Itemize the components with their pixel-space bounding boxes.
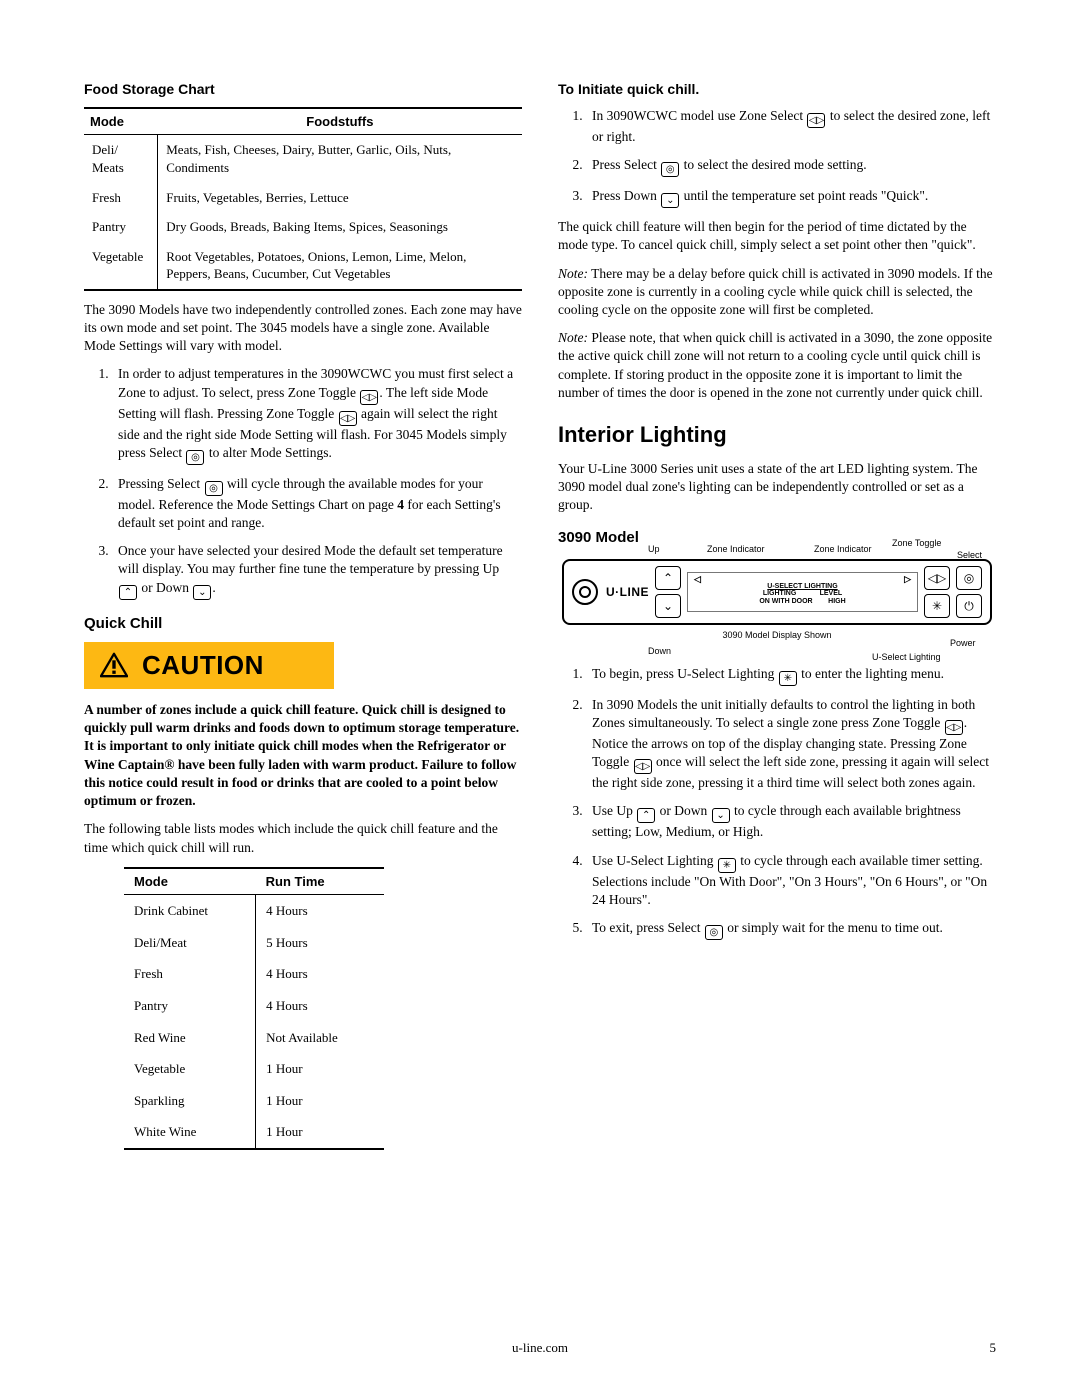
zone-toggle-icon: ◁▷ bbox=[360, 390, 378, 405]
note-1: Note: There may be a delay before quick … bbox=[558, 265, 996, 320]
table-row: Red WineNot Available bbox=[124, 1022, 384, 1054]
runtime-table: Mode Run Time Drink Cabinet4 Hours Deli/… bbox=[124, 867, 384, 1150]
down-icon: ⌄ bbox=[661, 193, 679, 208]
panel-up-button: ⌃ bbox=[655, 566, 681, 590]
uselect-lighting-icon: ✳ bbox=[779, 671, 797, 686]
interior-lighting-heading: Interior Lighting bbox=[558, 420, 996, 450]
caution-paragraph: A number of zones include a quick chill … bbox=[84, 701, 522, 810]
zone-toggle-icon: ◁▷ bbox=[634, 759, 652, 774]
zone-toggle-icon: ◁▷ bbox=[339, 411, 357, 426]
page-number: 5 bbox=[990, 1339, 997, 1357]
table-row: FreshFruits, Vegetables, Berries, Lettuc… bbox=[84, 183, 522, 213]
runtime-intro: The following table lists modes which in… bbox=[84, 820, 522, 856]
lighting-steps: To begin, press U-Select Lighting ✳ to e… bbox=[586, 665, 996, 940]
list-item: Pressing Select ◎ will cycle through the… bbox=[112, 475, 522, 532]
table-row: Fresh4 Hours bbox=[124, 958, 384, 990]
initiate-steps: In 3090WCWC model use Zone Select ◁▷ to … bbox=[586, 107, 996, 208]
table-row: VegetableRoot Vegetables, Potatoes, Onio… bbox=[84, 242, 522, 290]
panel-power-button: ⏻ bbox=[956, 594, 982, 618]
panel-select-button: ◎ bbox=[956, 566, 982, 590]
table-row: Drink Cabinet4 Hours bbox=[124, 895, 384, 927]
table-row: Deli/Meat5 Hours bbox=[124, 927, 384, 959]
quickchill-paragraph: The quick chill feature will then begin … bbox=[558, 218, 996, 254]
quick-chill-heading: Quick Chill bbox=[84, 614, 522, 634]
control-panel-diagram: Up Zone Indicator Zone Indicator Zone To… bbox=[562, 559, 992, 641]
table-row: Deli/ MeatsMeats, Fish, Cheeses, Dairy, … bbox=[84, 135, 522, 183]
list-item: Press Select ◎ to select the desired mod… bbox=[586, 156, 996, 177]
down-icon: ⌄ bbox=[193, 585, 211, 600]
select-icon: ◎ bbox=[705, 925, 723, 940]
display-arrow-right-icon: ▷ bbox=[904, 575, 911, 585]
list-item: In 3090 Models the unit initially defaul… bbox=[586, 696, 996, 793]
brand-label: U·LINE bbox=[606, 584, 649, 600]
zone-toggle-icon: ◁▷ bbox=[807, 113, 825, 128]
table-row: Pantry4 Hours bbox=[124, 990, 384, 1022]
food-th-mode: Mode bbox=[84, 108, 158, 135]
list-item: Once your have selected your desired Mod… bbox=[112, 542, 522, 599]
label-select: Select bbox=[957, 549, 982, 561]
panel-zone-toggle-button: ◁▷ bbox=[924, 566, 950, 590]
up-icon: ⌃ bbox=[637, 808, 655, 823]
list-item: Press Down ⌄ until the temperature set p… bbox=[586, 187, 996, 208]
select-icon: ◎ bbox=[205, 481, 223, 496]
display-arrow-left-icon: ◁ bbox=[694, 575, 701, 585]
food-storage-heading: Food Storage Chart bbox=[84, 80, 522, 99]
select-icon: ◎ bbox=[661, 162, 679, 177]
list-item: To begin, press U-Select Lighting ✳ to e… bbox=[586, 665, 996, 686]
panel-caption: 3090 Model Display Shown bbox=[562, 629, 992, 641]
select-icon: ◎ bbox=[186, 450, 204, 465]
label-up: Up bbox=[648, 543, 660, 555]
list-item: Use U-Select Lighting ✳ to cycle through… bbox=[586, 852, 996, 909]
list-item: To exit, press Select ◎ or simply wait f… bbox=[586, 919, 996, 940]
zone-toggle-icon: ◁▷ bbox=[945, 720, 963, 735]
down-icon: ⌄ bbox=[712, 808, 730, 823]
list-item: In 3090WCWC model use Zone Select ◁▷ to … bbox=[586, 107, 996, 146]
footer-url: u-line.com bbox=[0, 1339, 1080, 1357]
label-zone-indicator: Zone Indicator bbox=[707, 543, 765, 555]
zones-paragraph: The 3090 Models have two independently c… bbox=[84, 301, 522, 356]
panel-uselect-button: ✳ bbox=[924, 594, 950, 618]
up-icon: ⌃ bbox=[119, 585, 137, 600]
note-2: Note: Please note, that when quick chill… bbox=[558, 329, 996, 402]
label-zone-indicator: Zone Indicator bbox=[814, 543, 872, 555]
food-storage-table: Mode Foodstuffs Deli/ MeatsMeats, Fish, … bbox=[84, 107, 522, 291]
label-power: Power bbox=[950, 637, 976, 649]
label-zone-toggle: Zone Toggle bbox=[892, 537, 941, 549]
table-row: Sparkling1 Hour bbox=[124, 1085, 384, 1117]
temperature-steps: In order to adjust temperatures in the 3… bbox=[112, 365, 522, 599]
label-down: Down bbox=[648, 645, 671, 657]
uselect-lighting-icon: ✳ bbox=[718, 858, 736, 873]
panel-down-button: ⌄ bbox=[655, 594, 681, 618]
table-row: PantryDry Goods, Breads, Baking Items, S… bbox=[84, 212, 522, 242]
initiate-heading: To Initiate quick chill. bbox=[558, 80, 996, 99]
food-th-foodstuffs: Foodstuffs bbox=[158, 108, 522, 135]
run-th-runtime: Run Time bbox=[256, 868, 384, 895]
list-item: Use Up ⌃ or Down ⌄ to cycle through each… bbox=[586, 802, 996, 841]
lighting-paragraph: Your U-Line 3000 Series unit uses a stat… bbox=[558, 460, 996, 515]
panel-display: ◁ ▷ U-SELECT LIGHTING LIGHTING LEVEL ON … bbox=[687, 572, 918, 612]
table-row: Vegetable1 Hour bbox=[124, 1053, 384, 1085]
run-th-mode: Mode bbox=[124, 868, 256, 895]
table-row: White Wine1 Hour bbox=[124, 1116, 384, 1149]
list-item: In order to adjust temperatures in the 3… bbox=[112, 365, 522, 464]
caution-banner: CAUTION bbox=[84, 642, 334, 689]
warning-triangle-icon bbox=[100, 652, 128, 678]
caution-label: CAUTION bbox=[142, 648, 264, 683]
logo-icon bbox=[572, 579, 598, 605]
label-uselect-lighting: U-Select Lighting bbox=[872, 651, 941, 663]
